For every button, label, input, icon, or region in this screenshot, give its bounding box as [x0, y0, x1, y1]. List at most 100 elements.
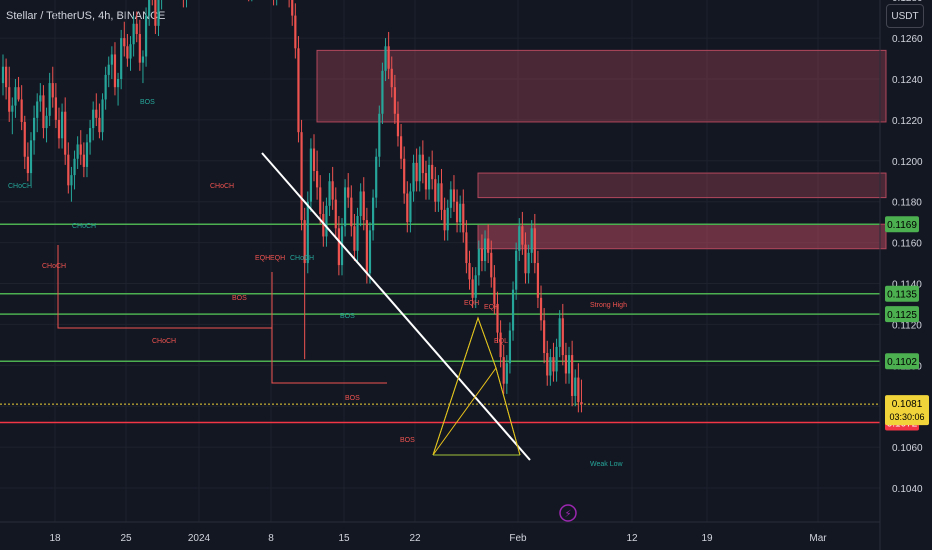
candle-body	[561, 318, 564, 356]
currency-button[interactable]: USDT	[886, 4, 924, 28]
candle-body	[104, 74, 107, 100]
structure-annotation: CHoCH	[290, 255, 314, 262]
candle-body	[412, 162, 415, 192]
structure-annotation: Strong High	[590, 302, 627, 309]
candle-body	[60, 111, 64, 139]
candle-body	[496, 303, 499, 333]
x-tick-label: 22	[409, 533, 421, 544]
price-level-badge	[885, 285, 919, 302]
price-level-label: 0.1102	[887, 357, 917, 368]
candle-body	[424, 173, 428, 190]
candle-body	[564, 355, 568, 374]
x-tick-label: 18	[49, 533, 61, 544]
candle-body	[539, 297, 543, 321]
annotations: CHoCH CHoCH CHoCH CHoCH CHoCH CHoCH BOS BOS BOS B…	[8, 99, 627, 468]
candle-body	[291, 0, 294, 16]
supply-zone	[477, 172, 887, 199]
candle-body	[148, 0, 151, 16]
candle-body	[480, 248, 484, 262]
candle-body	[319, 187, 322, 214]
countdown-label: 03:30:06	[889, 412, 924, 422]
candle-body	[521, 226, 524, 245]
candle-body	[334, 199, 337, 229]
supply-zone	[477, 223, 887, 250]
candle-body	[8, 87, 11, 112]
candle-body	[555, 346, 558, 372]
candle-body	[434, 179, 437, 202]
candle-body	[393, 87, 396, 114]
candle-body	[157, 0, 160, 26]
candle-body	[73, 158, 76, 176]
candle-body	[36, 101, 39, 118]
structure-annotation: CHoCH	[72, 223, 96, 230]
structure-line	[271, 272, 387, 384]
candle-body	[577, 377, 580, 403]
candle-body	[536, 263, 540, 298]
structure-annotation: BOS	[140, 99, 155, 106]
candle-body	[365, 220, 368, 274]
candle-body	[322, 213, 325, 237]
candle-body	[446, 207, 449, 231]
descending-trendline	[261, 152, 531, 461]
candle-body	[368, 230, 372, 274]
candle-body	[552, 357, 555, 372]
x-tick-label: 2024	[188, 533, 211, 544]
candle-body	[129, 44, 132, 59]
candle-body	[51, 83, 54, 98]
structure-annotation: BOS	[340, 313, 355, 320]
lightning-icon-ring	[559, 504, 577, 522]
price-level-badge	[885, 216, 919, 233]
candle-body	[459, 203, 462, 223]
structure-annotation: EQH	[270, 255, 285, 262]
x-tick-label: 15	[338, 533, 350, 544]
structure-line	[57, 245, 272, 329]
candle-body	[347, 187, 350, 198]
candle-body	[126, 46, 129, 59]
zones	[316, 49, 887, 250]
candle-body	[92, 109, 95, 129]
candle-body	[113, 54, 117, 88]
y-tick-label: 0.1140	[892, 280, 922, 291]
candle-body	[465, 232, 468, 264]
y-tick-label: 0.1280	[892, 0, 923, 4]
y-tick-label: 0.1200	[892, 157, 923, 168]
candle-body	[502, 357, 505, 384]
structure-annotation: EQH	[255, 255, 270, 262]
candle-body	[431, 164, 434, 180]
current-price-label: 0.1081	[892, 399, 923, 410]
candle-body	[427, 164, 431, 190]
supply-zone	[316, 49, 887, 123]
y-tick-label: 0.1240	[892, 75, 923, 86]
candle-body	[64, 111, 67, 155]
candle-body	[558, 318, 561, 347]
structure-annotation: EQH	[464, 300, 479, 307]
candle-body	[378, 113, 381, 157]
current-price-badge	[885, 395, 929, 426]
price-level-badge	[885, 353, 919, 370]
y-tick-label: 0.1040	[892, 484, 923, 495]
candle-body	[76, 144, 79, 159]
candle-body	[449, 189, 452, 208]
candle-body	[88, 128, 92, 143]
candle-body	[110, 54, 113, 65]
structure-annotation: CHoCH	[152, 338, 176, 345]
candle-body	[474, 275, 477, 298]
candle-body	[567, 355, 571, 374]
candle-body	[45, 115, 48, 129]
candle-body	[107, 64, 110, 75]
candle-body	[511, 289, 515, 331]
candle-body	[406, 193, 409, 223]
structure-annotation: EQL	[494, 338, 508, 345]
x-tick-label: 19	[701, 533, 713, 544]
candle-body	[98, 117, 101, 133]
candle-body	[508, 330, 512, 364]
candle-body	[135, 23, 138, 35]
candle-body	[344, 187, 347, 227]
candle-body	[437, 183, 440, 202]
x-tick-label: Feb	[509, 533, 527, 544]
pattern-line	[432, 316, 497, 456]
y-tick-label: 0.1260	[892, 34, 923, 45]
structure-annotation: Weak Low	[590, 461, 623, 468]
candle-body	[312, 148, 316, 172]
